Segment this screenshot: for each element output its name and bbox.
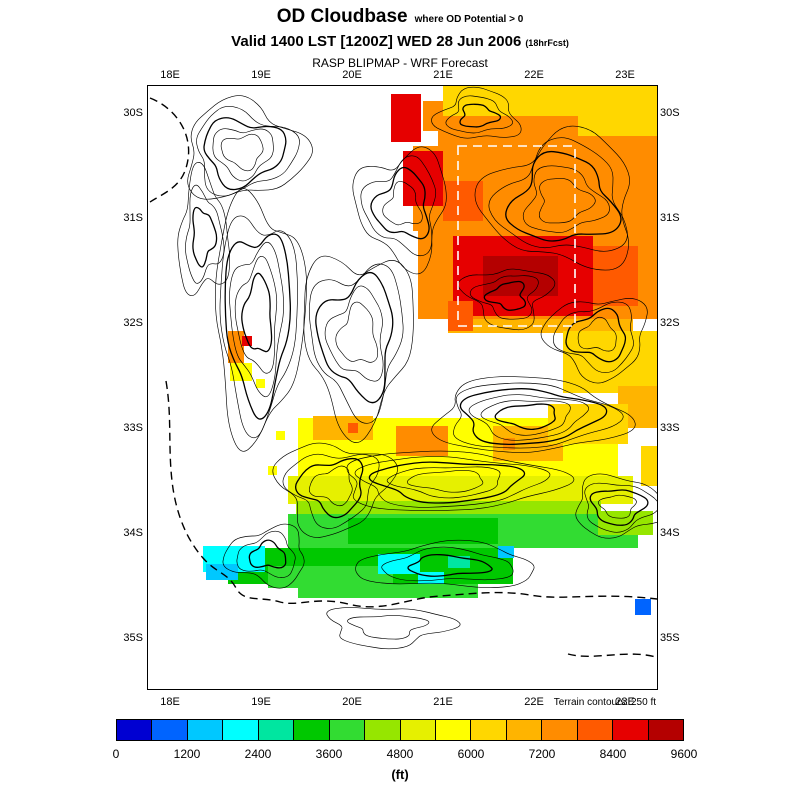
- colorbar-cell-14: [612, 720, 648, 740]
- colorbar: [116, 719, 684, 741]
- colorbar-tick: 1200: [173, 747, 201, 761]
- page-title: OD Cloudbase: [276, 6, 408, 27]
- lon-tick-top: 22E: [524, 69, 544, 81]
- colorbar-cell-1: [151, 720, 187, 740]
- cloudbase-color-fill: [203, 86, 657, 615]
- lat-tick-right: 31S: [660, 212, 680, 224]
- colorbar-cell-9: [434, 720, 471, 740]
- colorbar-tick: 3600: [315, 747, 343, 761]
- colorbar-tick: 9600: [670, 747, 698, 761]
- colorbar-tick: 4800: [386, 747, 414, 761]
- colorbar-tick: 8400: [599, 747, 627, 761]
- valid-time-label: Valid 1400 LST [1200Z] WED 28 Jun 2006: [231, 33, 522, 50]
- lon-tick-top: 20E: [342, 69, 362, 81]
- colorbar-cell-15: [647, 720, 683, 740]
- graticule-box: [457, 145, 576, 327]
- header-title-line: OD Cloudbase where OD Potential > 0: [0, 6, 800, 28]
- map-plot-area: [147, 85, 658, 690]
- lat-tick-right: 35S: [660, 632, 680, 644]
- colorbar-cell-0: [117, 720, 152, 740]
- lat-tick-right: 33S: [660, 422, 680, 434]
- colorbar-tick: 7200: [528, 747, 556, 761]
- colorbar-cell-7: [364, 720, 400, 740]
- lon-tick-top: 19E: [251, 69, 271, 81]
- dashed-contour-se: [567, 653, 657, 658]
- dashed-contour-nw: [149, 97, 190, 203]
- lat-tick-right: 32S: [660, 317, 680, 329]
- coastline: [165, 380, 657, 608]
- colorbar-cell-3: [222, 720, 258, 740]
- lat-tick-right: 30S: [660, 107, 680, 119]
- lon-tick-bottom: 21E: [433, 696, 453, 708]
- lat-tick-left: 34S: [123, 527, 143, 539]
- header-valid-line: Valid 1400 LST [1200Z] WED 28 Jun 2006 (1…: [0, 33, 800, 51]
- colorbar-cell-12: [541, 720, 577, 740]
- terrain-contours: [177, 86, 657, 650]
- lat-tick-left: 32S: [123, 317, 143, 329]
- terrain-contours-note: Terrain contours: 250 ft: [553, 697, 656, 708]
- colorbar-cell-10: [470, 720, 506, 740]
- colorbar-tick: 2400: [244, 747, 272, 761]
- colorbar-tick: 0: [112, 747, 120, 761]
- forecast-hour-note: (18hrFcst): [525, 38, 569, 48]
- colorbar-tick: 6000: [457, 747, 485, 761]
- colorbar-cell-6: [328, 720, 365, 740]
- colorbar-cell-2: [186, 720, 223, 740]
- colorbar-cell-11: [505, 720, 542, 740]
- lon-tick-top: 18E: [160, 69, 180, 81]
- lon-tick-bottom: 18E: [160, 696, 180, 708]
- lat-tick-left: 30S: [123, 107, 143, 119]
- colorbar-cell-4: [257, 720, 294, 740]
- model-label: RASP BLIPMAP - WRF Forecast: [312, 56, 488, 70]
- lon-tick-top: 21E: [433, 69, 453, 81]
- lat-tick-left: 35S: [123, 632, 143, 644]
- forecast-map: [149, 86, 657, 658]
- colorbar-cell-5: [293, 720, 329, 740]
- lat-tick-left: 33S: [123, 422, 143, 434]
- page-title-note: where OD Potential > 0: [414, 14, 524, 25]
- lon-tick-bottom: 22E: [524, 696, 544, 708]
- coastline-group: [149, 97, 657, 658]
- colorbar-cell-8: [399, 720, 435, 740]
- colorbar-unit-label: (ft): [391, 767, 409, 782]
- lon-tick-bottom: 20E: [342, 696, 362, 708]
- colorbar-cell-13: [576, 720, 613, 740]
- lon-tick-bottom: 23E: [615, 696, 635, 708]
- lat-tick-right: 34S: [660, 527, 680, 539]
- lon-tick-bottom: 19E: [251, 696, 271, 708]
- graticule-group: [457, 145, 576, 327]
- lon-tick-top: 23E: [615, 69, 635, 81]
- lat-tick-left: 31S: [123, 212, 143, 224]
